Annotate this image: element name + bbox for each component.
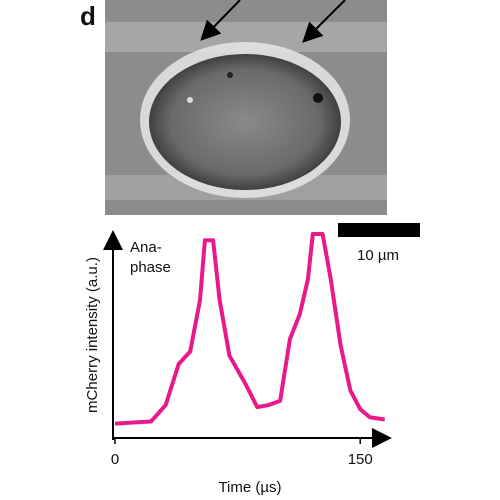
data-line <box>114 232 386 426</box>
scale-bar <box>338 223 420 237</box>
x-tick-label: 150 <box>348 451 373 468</box>
micrograph <box>105 0 387 215</box>
annotation: phase <box>130 259 171 276</box>
x-axis-label: Time (µs) <box>218 479 281 496</box>
annotation: Ana- <box>130 239 162 256</box>
scale-bar-label: 10 µm <box>357 247 399 264</box>
x-tick-label: 0 <box>111 451 119 468</box>
panel-label: d <box>80 1 96 31</box>
y-axis-label: mCherry intensity (a.u.) <box>84 257 101 413</box>
